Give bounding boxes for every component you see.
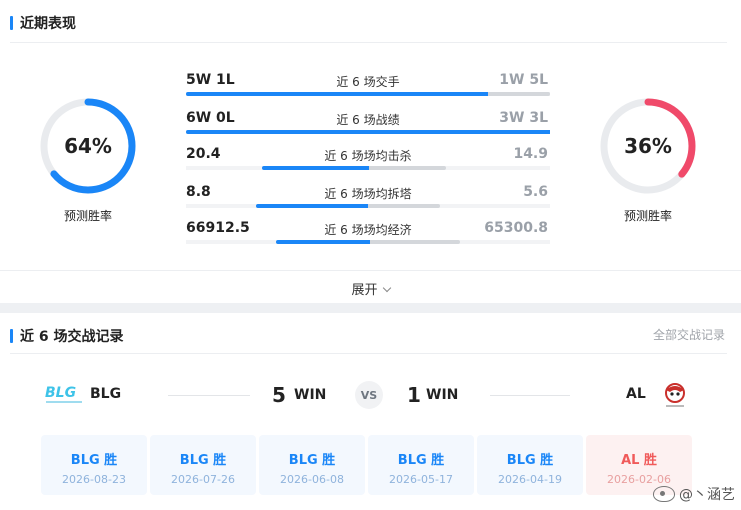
left-win-label: WIN — [294, 387, 327, 403]
head-to-head-card: 近 6 场交战记录 全部交战记录 BLG BLG 5 WIN VS 1 WIN … — [0, 313, 741, 510]
match-result: BLG 胜 — [506, 453, 554, 468]
stat-row: 66912.5 近 6 场场均经济 65300.8 — [186, 220, 550, 250]
title-accent-bar — [10, 16, 13, 30]
stat-bar-left — [186, 92, 488, 96]
section-title: 近期表现 — [10, 13, 76, 33]
match-result: BLG 胜 — [397, 453, 445, 468]
stat-bar-right — [370, 240, 460, 244]
al-logo-icon — [658, 380, 692, 410]
left-win-rate-value: 64% — [64, 134, 112, 158]
stat-bar-left — [262, 166, 369, 170]
stat-left-value: 8.8 — [186, 184, 211, 200]
stat-right-value: 3W 3L — [499, 110, 548, 126]
stat-bar-right — [488, 92, 550, 96]
match-result: BLG 胜 — [179, 453, 227, 468]
stat-right-value: 14.9 — [513, 146, 548, 162]
stat-bar-left — [186, 130, 550, 134]
right-win-rate-ring: 36% — [598, 96, 698, 196]
match-date: 2026-07-26 — [171, 473, 235, 486]
match-card[interactable]: BLG 胜 2026-08-23 — [41, 435, 147, 495]
right-win-label: WIN — [426, 387, 459, 403]
match-date: 2026-02-06 — [607, 473, 671, 486]
right-win-rate-label: 预测胜率 — [623, 209, 672, 223]
stat-bar-right — [369, 166, 446, 170]
watermark-text: @丶涵艺 — [679, 487, 735, 503]
vs-badge: VS — [355, 381, 383, 409]
recent-performance-card: 近期表现 64% 预测胜率 36% 预测胜率 5W 1L 近 6 场交手 1W 5L… — [0, 0, 741, 303]
stat-compare-bar — [186, 204, 550, 208]
expand-button[interactable]: 展开 — [0, 279, 741, 298]
blg-logo-icon: BLG — [44, 382, 84, 408]
recent-title: 近期表现 — [20, 16, 76, 32]
match-date: 2026-04-19 — [498, 473, 562, 486]
weibo-icon — [653, 486, 675, 502]
divider-line — [490, 395, 570, 396]
right-team-name: AL — [626, 386, 646, 402]
watermark: @丶涵艺 — [653, 484, 735, 504]
stat-left-value: 6W 0L — [186, 110, 235, 126]
divider — [0, 270, 741, 271]
section-title: 近 6 场交战记录 — [10, 326, 124, 346]
match-card[interactable]: BLG 胜 2026-05-17 — [368, 435, 474, 495]
stat-left-value: 5W 1L — [186, 72, 235, 88]
match-card[interactable]: BLG 胜 2026-04-19 — [477, 435, 583, 495]
match-card[interactable]: BLG 胜 2026-07-26 — [150, 435, 256, 495]
match-date: 2026-05-17 — [389, 473, 453, 486]
right-win-rate-value: 36% — [624, 134, 672, 158]
stat-row: 8.8 近 6 场场均拆塔 5.6 — [186, 184, 550, 214]
match-card[interactable]: AL 胜 2026-02-06 — [586, 435, 692, 495]
stat-right-value: 5.6 — [523, 184, 548, 200]
stat-right-value: 1W 5L — [499, 72, 548, 88]
stat-compare-bar — [186, 166, 550, 170]
title-accent-bar — [10, 329, 13, 343]
match-card[interactable]: BLG 胜 2026-06-08 — [259, 435, 365, 495]
stat-compare-bar — [186, 92, 550, 96]
h2h-title: 近 6 场交战记录 — [20, 329, 124, 345]
stat-row: 5W 1L 近 6 场交手 1W 5L — [186, 72, 550, 102]
stat-bar-right — [368, 204, 440, 208]
stat-left-value: 20.4 — [186, 146, 221, 162]
divider — [10, 42, 727, 43]
expand-label: 展开 — [351, 283, 378, 298]
stat-compare-bar — [186, 240, 550, 244]
match-result: BLG 胜 — [288, 453, 336, 468]
match-date: 2026-06-08 — [280, 473, 344, 486]
left-team-wins: 5 — [272, 383, 286, 407]
right-team-wins: 1 — [407, 383, 421, 407]
stat-label: 近 6 场场均经济 — [324, 223, 412, 237]
stat-compare-bar — [186, 130, 550, 134]
stat-bar-left — [276, 240, 370, 244]
stat-label: 近 6 场场均击杀 — [324, 149, 412, 163]
stat-label: 近 6 场战绩 — [336, 113, 400, 127]
divider-line — [168, 395, 250, 396]
stat-bar-left — [256, 204, 368, 208]
match-result: AL 胜 — [621, 453, 657, 468]
stat-row: 20.4 近 6 场场均击杀 14.9 — [186, 146, 550, 176]
match-result: BLG 胜 — [70, 453, 118, 468]
stat-right-value: 65300.8 — [484, 220, 548, 236]
all-records-link[interactable]: 全部交战记录 — [652, 328, 725, 342]
left-win-rate-ring: 64% — [38, 96, 138, 196]
left-team-name: BLG — [90, 386, 122, 402]
match-date: 2026-08-23 — [62, 473, 126, 486]
divider — [10, 353, 727, 354]
svg-text:BLG: BLG — [45, 385, 76, 401]
stat-left-value: 66912.5 — [186, 220, 250, 236]
stat-row: 6W 0L 近 6 场战绩 3W 3L — [186, 110, 550, 140]
left-win-rate-label: 预测胜率 — [63, 209, 112, 223]
stat-label: 近 6 场场均拆塔 — [324, 187, 412, 201]
stat-label: 近 6 场交手 — [336, 75, 400, 89]
chevron-down-icon — [382, 283, 391, 293]
